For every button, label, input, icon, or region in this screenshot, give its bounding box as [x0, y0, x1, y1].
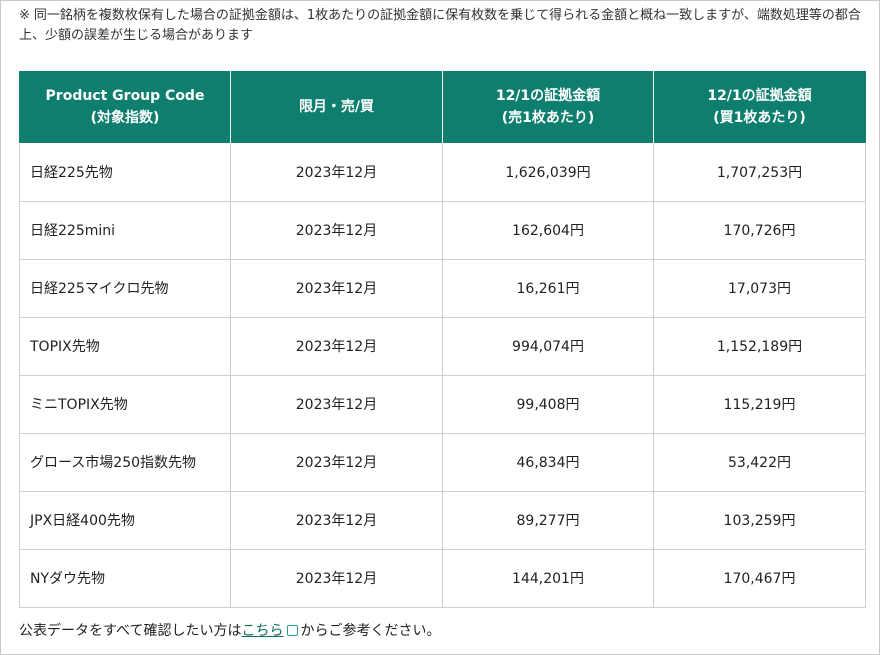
product-cell: 日経225マイクロ先物 — [19, 258, 231, 318]
table-row: ミニTOPIX先物 2023年12月 99,408円 115,219円 — [19, 374, 866, 434]
table-row: 日経225先物 2023年12月 1,626,039円 1,707,253円 — [19, 142, 866, 202]
sell-margin-cell: 1,626,039円 — [442, 142, 654, 202]
product-cell: TOPIX先物 — [19, 316, 231, 376]
table-row: NYダウ先物 2023年12月 144,201円 170,467円 — [19, 548, 866, 608]
disclaimer-note: ※ 同一銘柄を複数枚保有した場合の証拠金額は、1枚あたりの証拠金額に保有枚数を乗じ… — [19, 6, 864, 46]
buy-margin-cell: 17,073円 — [653, 258, 866, 318]
footer-text: 公表データをすべて確認したい方はこちら からご参考ください。 — [19, 620, 440, 640]
sell-margin-cell: 162,604円 — [442, 200, 654, 260]
header-buy-margin: 12/1の証拠金額 (買1枚あたり) — [653, 71, 866, 144]
footer-after: からご参考ください。 — [300, 623, 441, 639]
footer-before: 公表データをすべて確認したい方は — [19, 623, 242, 639]
buy-margin-cell: 170,726円 — [653, 200, 866, 260]
note-text: 同一銘柄を複数枚保有した場合の証拠金額は、1枚あたりの証拠金額に保有枚数を乗じて… — [19, 8, 861, 43]
month-cell: 2023年12月 — [230, 432, 443, 492]
sell-margin-cell: 46,834円 — [442, 432, 654, 492]
buy-margin-cell: 53,422円 — [653, 432, 866, 492]
sell-margin-cell: 16,261円 — [442, 258, 654, 318]
product-cell: ミニTOPIX先物 — [19, 374, 231, 434]
buy-margin-cell: 1,707,253円 — [653, 142, 866, 202]
table-body: 日経225先物 2023年12月 1,626,039円 1,707,253円 日経225… — [19, 142, 866, 608]
product-cell: 日経225mini — [19, 200, 231, 260]
table-row: TOPIX先物 2023年12月 994,074円 1,152,189円 — [19, 316, 866, 376]
sell-margin-cell: 89,277円 — [442, 490, 654, 550]
buy-margin-cell: 1,152,189円 — [653, 316, 866, 376]
table-row: グロース市場250指数先物 2023年12月 46,834円 53,422円 — [19, 432, 866, 492]
table-row: 日経225mini 2023年12月 162,604円 170,726円 — [19, 200, 866, 260]
buy-margin-cell: 115,219円 — [653, 374, 866, 434]
month-cell: 2023年12月 — [230, 490, 443, 550]
header-product-group: Product Group Code (対象指数) — [19, 71, 231, 144]
month-cell: 2023年12月 — [230, 374, 443, 434]
product-cell: JPX日経400先物 — [19, 490, 231, 550]
month-cell: 2023年12月 — [230, 316, 443, 376]
header-contract-month: 限月・売/買 — [230, 71, 443, 144]
sell-margin-cell: 99,408円 — [442, 374, 654, 434]
buy-margin-cell: 170,467円 — [653, 548, 866, 608]
header-sell-margin: 12/1の証拠金額 (売1枚あたり) — [442, 71, 654, 144]
month-cell: 2023年12月 — [230, 548, 443, 608]
buy-margin-cell: 103,259円 — [653, 490, 866, 550]
month-cell: 2023年12月 — [230, 142, 443, 202]
month-cell: 2023年12月 — [230, 200, 443, 260]
reference-link[interactable]: こちら — [241, 623, 284, 639]
table-row: JPX日経400先物 2023年12月 89,277円 103,259円 — [19, 490, 866, 550]
product-cell: NYダウ先物 — [19, 548, 231, 608]
table-row: 日経225マイクロ先物 2023年12月 16,261円 17,073円 — [19, 258, 866, 318]
note-mark: ※ — [19, 8, 30, 23]
external-link-icon[interactable] — [287, 625, 299, 636]
sell-margin-cell: 994,074円 — [442, 316, 654, 376]
month-cell: 2023年12月 — [230, 258, 443, 318]
table-header-row: Product Group Code (対象指数) 限月・売/買 12/1の証拠… — [19, 71, 866, 144]
product-cell: 日経225先物 — [19, 142, 231, 202]
product-cell: グロース市場250指数先物 — [19, 432, 231, 492]
sell-margin-cell: 144,201円 — [442, 548, 654, 608]
margin-table: Product Group Code (対象指数) 限月・売/買 12/1の証拠… — [19, 71, 866, 608]
